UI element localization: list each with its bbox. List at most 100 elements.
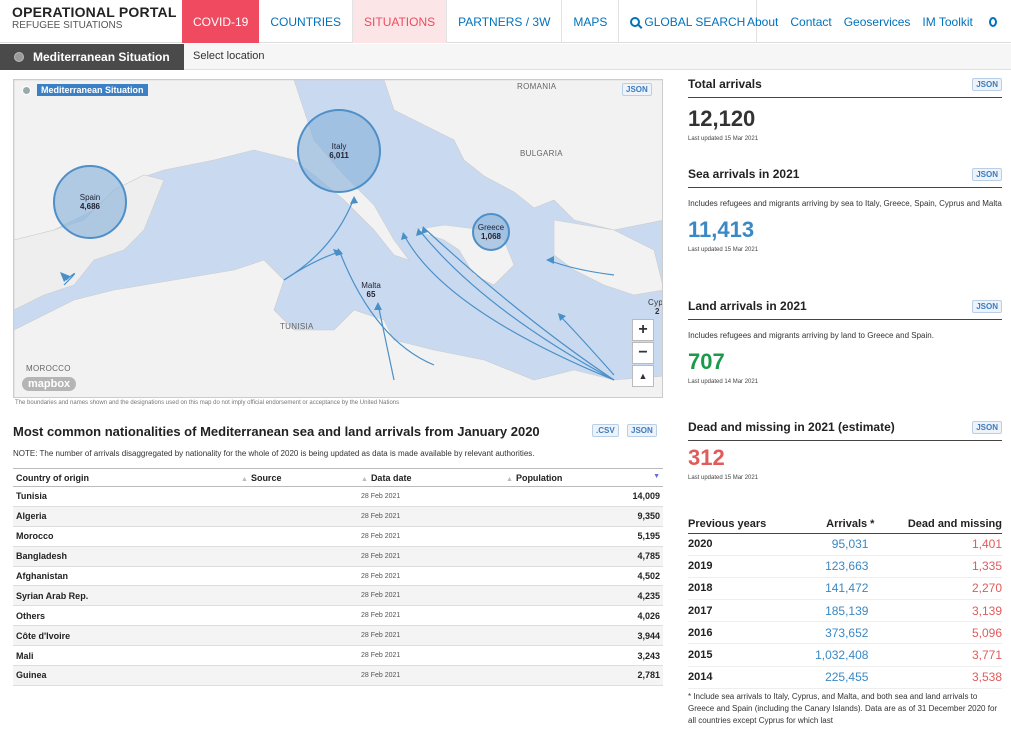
col-source-header[interactable]: ▲ Source — [238, 468, 358, 487]
situation-tab[interactable]: Mediterranean Situation — [0, 44, 184, 70]
nav-search-edge[interactable] — [979, 0, 1003, 43]
cell-date: 28 Feb 2021 — [358, 645, 503, 667]
globe-icon — [22, 85, 31, 95]
cell-country: Mali — [13, 645, 238, 667]
cell-source — [238, 506, 358, 527]
label-bulgaria: BULGARIA — [520, 149, 563, 158]
stat-sea-title: Sea arrivals in 2021 — [688, 167, 800, 181]
cell-dead[interactable]: 5,096 — [874, 621, 1002, 645]
sort-icon: ▲ — [361, 475, 368, 483]
cell-arrivals[interactable]: 225,455 — [794, 666, 875, 689]
cell-dead[interactable]: 1,401 — [874, 533, 1002, 556]
bubble-italy[interactable]: Italy 6,011 — [297, 109, 381, 193]
table-row: 2016 373,652 5,096 — [688, 621, 1002, 645]
cell-date: 28 Feb 2021 — [358, 526, 503, 547]
cell-country: Others — [13, 605, 238, 627]
nav-covid[interactable]: COVID-19 — [182, 0, 260, 43]
stat-total-arrivals: Total arrivals JSON 12,120 Last updated … — [688, 77, 1002, 142]
cell-source — [238, 605, 358, 627]
cell-source — [238, 625, 358, 647]
cell-year: 2018 — [688, 577, 795, 601]
nav-global-search[interactable]: GLOBAL SEARCH — [619, 0, 758, 43]
compass-button[interactable]: ▲ — [632, 365, 654, 387]
cell-country: Algeria — [13, 506, 238, 527]
cell-dead[interactable]: 3,538 — [874, 666, 1002, 689]
nav-situations[interactable]: SITUATIONS — [353, 0, 448, 43]
stat-dead-updated: Last updated 15 Mar 2021 — [688, 475, 759, 481]
cell-date: 28 Feb 2021 — [358, 585, 503, 607]
stat-land-updated: Last updated 14 Mar 2021 — [688, 379, 759, 385]
cell-arrivals[interactable]: 373,652 — [794, 621, 875, 645]
col-date-header[interactable]: ▲ Data date — [358, 468, 503, 487]
cell-country: Morocco — [13, 526, 238, 547]
nav-contact[interactable]: Contact — [790, 14, 832, 29]
stat-dead-title: Dead and missing in 2021 (estimate) — [688, 420, 895, 434]
cell-arrivals[interactable]: 141,472 — [794, 577, 875, 601]
prev-arrivals-header: Arrivals * — [794, 516, 875, 534]
portal-title: OPERATIONAL PORTAL — [12, 4, 177, 20]
nationalities-csv-button[interactable]: .CSV — [592, 424, 619, 437]
cell-arrivals[interactable]: 123,663 — [794, 555, 875, 578]
col-population-header[interactable]: ▲ Population ▼ — [503, 468, 663, 487]
nav-geoservices[interactable]: Geoservices — [843, 14, 911, 29]
table-row: 2019 123,663 1,335 — [688, 555, 1002, 578]
cell-dead[interactable]: 2,270 — [874, 577, 1002, 601]
stat-land-arrivals: Land arrivals in 2021 JSON Includes refu… — [688, 299, 1002, 385]
cell-source — [238, 645, 358, 667]
stat-total-updated: Last updated 15 Mar 2021 — [688, 136, 759, 142]
cell-country: Côte d'Ivoire — [13, 625, 238, 647]
stat-sea-arrivals: Sea arrivals in 2021 JSON Includes refug… — [688, 167, 1002, 253]
stat-sea-value: 11,413 — [688, 217, 755, 242]
nav-maps[interactable]: MAPS — [562, 0, 620, 43]
table-row: 2015 1,032,408 3,771 — [688, 643, 1002, 667]
nav-about[interactable]: About — [747, 14, 779, 29]
cell-arrivals[interactable]: 95,031 — [794, 533, 875, 556]
zoom-in-button[interactable]: + — [632, 319, 654, 341]
label-cyprus: Cyp — [648, 298, 663, 307]
nationalities-json-button[interactable]: JSON — [627, 424, 657, 437]
cell-country: Afghanistan — [13, 566, 238, 587]
bubble-spain[interactable]: Spain 4,686 — [53, 165, 127, 239]
situation-map[interactable]: Mediterranean Situation JSON ROMANIA BUL… — [13, 79, 663, 398]
table-row: 2020 95,031 1,401 — [688, 533, 1002, 556]
stat-sea-json-button[interactable]: JSON — [972, 167, 1002, 181]
select-location-dropdown[interactable]: Select location — [193, 50, 265, 62]
stat-total-json-button[interactable]: JSON — [972, 77, 1002, 91]
portal-brand[interactable]: OPERATIONAL PORTAL REFUGEE SITUATIONS — [12, 4, 177, 31]
table-row: Afghanistan 28 Feb 2021 4,502 — [13, 566, 663, 587]
top-navigation-bar: OPERATIONAL PORTAL REFUGEE SITUATIONS CO… — [0, 0, 1011, 43]
stat-land-json-button[interactable]: JSON — [972, 299, 1002, 313]
cell-dead[interactable]: 3,771 — [874, 643, 1002, 667]
bubble-italy-value: 6,011 — [329, 151, 349, 160]
bubble-greece[interactable]: Greece 1,068 — [472, 213, 510, 251]
cell-arrivals[interactable]: 1,032,408 — [794, 643, 875, 667]
cell-date: 28 Feb 2021 — [358, 665, 503, 686]
table-row: 2018 141,472 2,270 — [688, 577, 1002, 601]
table-row: Syrian Arab Rep. 28 Feb 2021 4,235 — [13, 585, 663, 607]
nav-partners[interactable]: PARTNERS / 3W — [447, 0, 563, 43]
table-row: Others 28 Feb 2021 4,026 — [13, 605, 663, 627]
map-basemap — [14, 80, 662, 397]
bubble-greece-value: 1,068 — [480, 232, 502, 241]
cell-date: 28 Feb 2021 — [358, 605, 503, 627]
cell-dead[interactable]: 1,335 — [874, 555, 1002, 578]
main-nav: COVID-19 COUNTRIES SITUATIONS PARTNERS /… — [182, 0, 758, 43]
stat-land-value: 707 — [688, 349, 725, 374]
nav-im-toolkit[interactable]: IM Toolkit — [922, 14, 973, 29]
search-icon — [630, 16, 641, 27]
label-romania: ROMANIA — [517, 82, 557, 91]
cell-arrivals[interactable]: 185,139 — [794, 599, 875, 623]
map-json-button[interactable]: JSON — [622, 83, 652, 96]
nav-countries[interactable]: COUNTRIES — [259, 0, 354, 43]
cell-dead[interactable]: 3,139 — [874, 599, 1002, 623]
nationalities-note: NOTE: The number of arrivals disaggregat… — [13, 449, 535, 458]
bubble-malta[interactable]: Malta 65 — [361, 281, 381, 299]
location-bar: Mediterranean Situation Select location — [0, 44, 1011, 70]
zoom-out-button[interactable]: − — [632, 342, 654, 364]
col-country-header[interactable]: Country of origin — [13, 468, 238, 487]
cell-population: 2,781 — [503, 665, 663, 686]
cell-source — [238, 585, 358, 607]
cell-population: 4,026 — [503, 605, 663, 627]
map-disclaimer: The boundaries and names shown and the d… — [15, 400, 400, 406]
stat-dead-json-button[interactable]: JSON — [972, 420, 1002, 434]
